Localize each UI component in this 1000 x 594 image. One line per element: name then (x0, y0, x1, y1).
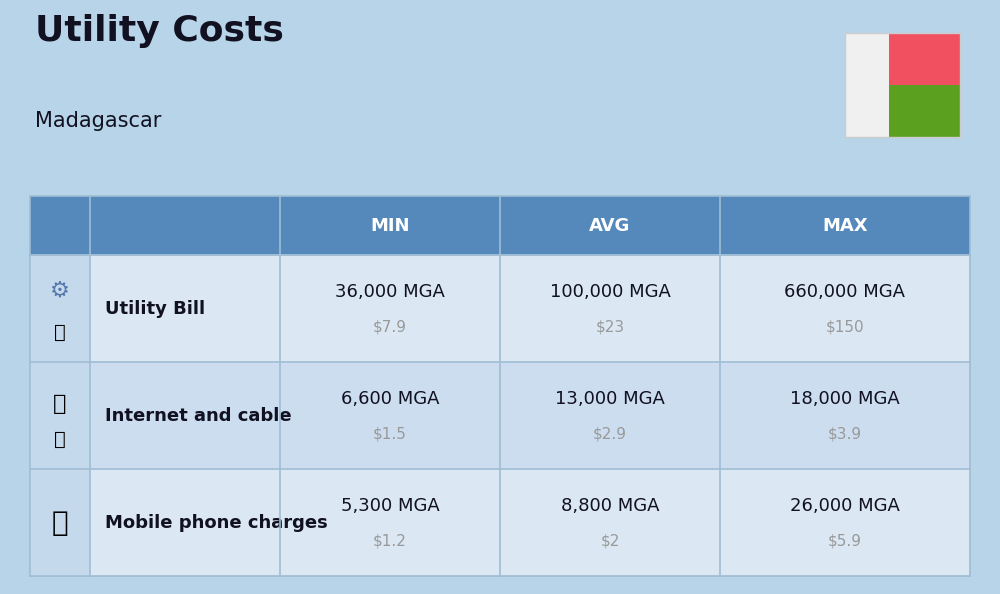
Text: $23: $23 (595, 319, 625, 334)
Bar (845, 33, 889, 137)
Text: Internet and cable: Internet and cable (105, 407, 292, 425)
Text: MIN: MIN (370, 217, 410, 235)
Bar (889, 33, 960, 84)
Text: $3.9: $3.9 (828, 426, 862, 441)
Text: 5,300 MGA: 5,300 MGA (341, 497, 439, 515)
Text: 100,000 MGA: 100,000 MGA (550, 283, 670, 301)
Text: 18,000 MGA: 18,000 MGA (790, 390, 900, 408)
Text: 🖨: 🖨 (54, 430, 66, 449)
Text: AVG: AVG (589, 217, 631, 235)
Text: $1.2: $1.2 (373, 533, 407, 548)
Text: Madagascar: Madagascar (35, 110, 161, 131)
Bar (90, 469, 970, 576)
Text: $150: $150 (826, 319, 864, 334)
Text: Utility Costs: Utility Costs (35, 14, 284, 48)
Text: 26,000 MGA: 26,000 MGA (790, 497, 900, 515)
Bar (889, 84, 960, 137)
Text: Mobile phone charges: Mobile phone charges (105, 514, 328, 532)
Text: 6,600 MGA: 6,600 MGA (341, 390, 439, 408)
Text: 📶: 📶 (53, 394, 67, 414)
Text: 📱: 📱 (52, 508, 68, 537)
Bar (845, 33, 960, 137)
Bar (90, 362, 970, 469)
Text: MAX: MAX (822, 217, 868, 235)
Text: $2.9: $2.9 (593, 426, 627, 441)
Bar (90, 255, 970, 362)
Text: 8,800 MGA: 8,800 MGA (561, 497, 659, 515)
Text: ⚙: ⚙ (50, 281, 70, 301)
Text: $5.9: $5.9 (828, 533, 862, 548)
Text: 36,000 MGA: 36,000 MGA (335, 283, 445, 301)
Bar (30, 196, 970, 255)
Bar (30, 469, 90, 576)
Text: $1.5: $1.5 (373, 426, 407, 441)
Text: $2: $2 (600, 533, 620, 548)
Text: 🔌: 🔌 (54, 323, 66, 342)
Text: Utility Bill: Utility Bill (105, 300, 205, 318)
Bar (30, 362, 90, 469)
Text: 13,000 MGA: 13,000 MGA (555, 390, 665, 408)
Bar (30, 255, 90, 362)
Text: $7.9: $7.9 (373, 319, 407, 334)
Text: 660,000 MGA: 660,000 MGA (784, 283, 906, 301)
